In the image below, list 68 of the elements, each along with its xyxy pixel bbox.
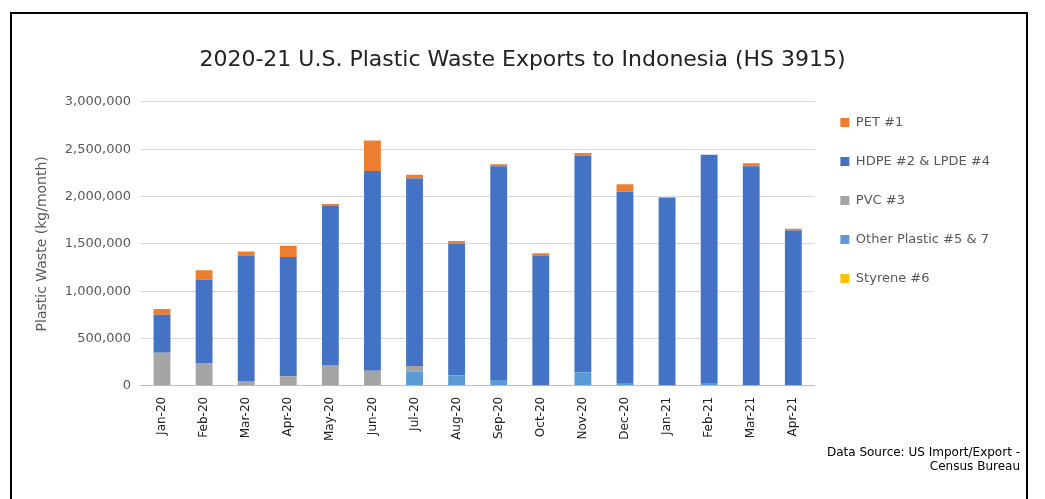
y-tick-label: 2,000,000 [64, 187, 131, 203]
y-tick-label: 0 [122, 377, 131, 393]
bar [616, 184, 634, 192]
bar [742, 166, 760, 386]
x-tick-label: Apr-20 [280, 396, 295, 437]
bar [321, 364, 339, 386]
bar [742, 163, 760, 167]
bar [279, 245, 297, 258]
y-tick-label: 3,000,000 [64, 93, 131, 109]
x-tick-label: Mar-21 [743, 396, 758, 439]
x-tick-label: Jan-21 [659, 396, 674, 436]
legend-label: Styrene #6 [855, 269, 930, 285]
bar [448, 240, 466, 244]
bar [784, 230, 802, 386]
x-tick-label: Aug-20 [448, 396, 463, 440]
bar [490, 380, 508, 386]
bar [490, 166, 508, 381]
bar [574, 152, 592, 156]
x-tick-label: Feb-21 [701, 396, 716, 438]
bar [574, 372, 592, 386]
y-tick-label: 1,500,000 [64, 235, 131, 251]
bar [532, 253, 550, 257]
bar [448, 375, 466, 386]
bar [321, 205, 339, 365]
x-tick-label: Feb-20 [196, 396, 211, 438]
bar [406, 365, 423, 372]
y-tick-label: 2,500,000 [64, 140, 131, 156]
legend-label: Other Plastic #5 & 7 [855, 230, 989, 246]
bar [153, 309, 171, 315]
chart-title: 2020-21 U.S. Plastic Waste Exports to Indonesia (HS 3915) [198, 46, 847, 71]
legend-label: PET #1 [855, 113, 904, 129]
bar [364, 370, 381, 386]
bar [364, 140, 381, 171]
bar [237, 381, 255, 386]
x-tick-label: Sep-20 [490, 396, 505, 440]
x-tick-label: Dec-20 [617, 396, 632, 440]
y-tick-label: 500,000 [77, 329, 131, 345]
x-tick-label: May-20 [322, 396, 337, 442]
legend-label: PVC #3 [855, 191, 905, 207]
bar [195, 363, 213, 386]
bar [406, 178, 423, 366]
bar [406, 371, 423, 386]
x-tick-label: Mar-20 [238, 396, 253, 439]
bar [574, 155, 592, 373]
legend-label: HDPE #2 & LPDE #4 [855, 152, 990, 168]
bar [279, 257, 297, 377]
bar [153, 314, 171, 353]
x-tick-label: Nov-20 [575, 396, 590, 440]
bar [700, 154, 718, 383]
y-axis-title: Plastic Waste (kg/month) [33, 156, 50, 332]
bar [195, 270, 213, 280]
x-tick-label: Oct-20 [532, 396, 547, 438]
bar [364, 170, 381, 371]
x-tick-label: Jul-20 [406, 396, 421, 432]
bar [153, 352, 171, 386]
bar [237, 251, 255, 257]
source-note: Data Source: US Import/Export - Census Bureau [825, 445, 1020, 473]
bar [532, 256, 550, 386]
x-tick-label: Apr-21 [785, 396, 800, 437]
y-tick-label: 1,000,000 [64, 282, 131, 298]
x-tick-label: Jan-20 [154, 396, 169, 436]
bar [658, 197, 676, 386]
bar [237, 256, 255, 382]
x-tick-label: Jun-20 [364, 396, 379, 437]
bar [195, 279, 213, 364]
bar [448, 243, 466, 376]
bar [279, 376, 297, 386]
bar [616, 191, 634, 383]
